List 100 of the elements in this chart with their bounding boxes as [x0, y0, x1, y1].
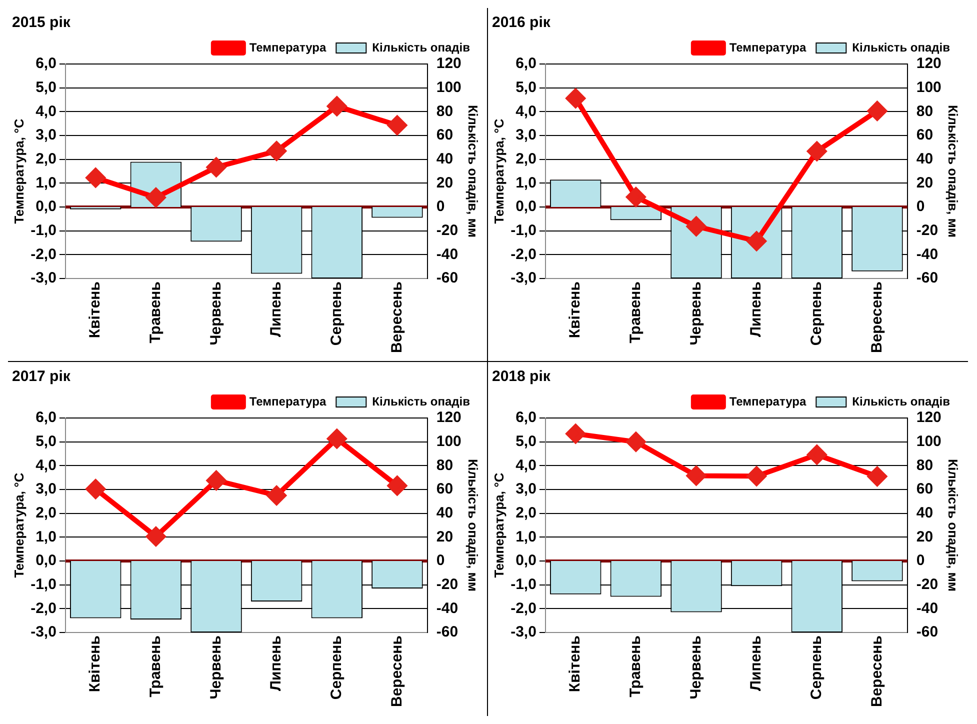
y2-tick-label: -60 [436, 270, 458, 287]
y-tick-label: 1,0 [516, 528, 536, 546]
y2-tick-label: 120 [916, 409, 942, 426]
y-axis-title: Температура, °C [491, 118, 506, 224]
x-tick-label: Липень [748, 636, 765, 691]
y-tick-label: -3,0 [30, 270, 56, 287]
y2-tick-label: 120 [436, 55, 462, 72]
x-tick-label: Серпень [808, 282, 826, 346]
y2-tick-label: 120 [916, 55, 942, 72]
y2-tick-label: -20 [436, 576, 458, 594]
x-tick-label: Квітень [86, 282, 104, 338]
x-tick-label: Травень [147, 636, 164, 698]
y-axis-title: Температура, °C [11, 118, 26, 224]
legend-label: Кількість опадів [372, 40, 470, 54]
legend-label: Кількість опадів [372, 394, 470, 408]
y-tick-label: 5,0 [36, 432, 56, 450]
y-axis-title: Температура, °C [11, 472, 26, 578]
y-axis-title: Температура, °C [491, 472, 506, 578]
y-tick-label: 1,0 [36, 528, 56, 546]
x-tick-label: Липень [748, 282, 765, 337]
x-tick-label: Травень [627, 282, 644, 344]
y2-tick-label: 0 [916, 552, 925, 570]
y2-tick-label: 20 [916, 528, 934, 546]
y2-tick-label: -20 [916, 576, 938, 594]
y-tick-label: 6,0 [36, 409, 56, 426]
y-tick-label: 5,0 [36, 78, 56, 96]
y-tick-label: -1,0 [510, 222, 536, 240]
y2-tick-label: 20 [436, 528, 454, 546]
y-tick-label: -2,0 [510, 600, 536, 617]
y-tick-label: 0,0 [36, 552, 56, 570]
y-tick-label: 5,0 [516, 432, 536, 450]
x-tick-label: Квітень [566, 636, 584, 692]
legend-label: Кількість опадів [852, 40, 950, 54]
y2-tick-label: -40 [436, 600, 458, 617]
x-tick-label: Квітень [566, 282, 584, 338]
y2-tick-label: -40 [916, 600, 938, 617]
y-tick-label: 3,0 [516, 126, 536, 144]
y-tick-label: 1,0 [516, 174, 536, 192]
y2-tick-label: 0 [436, 198, 445, 216]
y2-tick-label: 60 [916, 126, 934, 144]
x-tick-label: Червень [687, 282, 704, 346]
y2-tick-label: -20 [916, 222, 938, 240]
y-tick-label: 5,0 [516, 78, 536, 96]
legend-label: Температура [249, 394, 326, 408]
y2-tick-label: 100 [916, 432, 942, 450]
y-tick-label: 0,0 [36, 198, 56, 216]
y-tick-label: 0,0 [516, 552, 536, 570]
y2-axis-title: Кількість опадів, мм [946, 105, 961, 238]
y2-tick-label: -60 [916, 270, 938, 287]
y-tick-label: 3,0 [36, 480, 56, 498]
y-tick-label: -3,0 [510, 270, 536, 287]
y2-tick-label: 40 [436, 150, 454, 168]
chart-title: 2018 рік [492, 368, 551, 386]
x-tick-label: Червень [687, 636, 704, 700]
y-tick-label: -2,0 [510, 246, 536, 263]
y2-tick-label: 40 [916, 150, 934, 168]
x-tick-label: Травень [627, 636, 644, 698]
chart-title: 2015 рік [12, 14, 71, 32]
y-tick-label: -2,0 [30, 600, 56, 617]
y2-tick-label: 20 [916, 174, 934, 192]
y-tick-label: 4,0 [36, 102, 56, 120]
y-tick-label: 4,0 [516, 456, 536, 474]
x-tick-label: Липень [268, 282, 285, 337]
y2-tick-label: 0 [916, 198, 925, 216]
y-tick-label: -1,0 [30, 576, 56, 594]
x-tick-label: Вересень [388, 636, 406, 708]
x-tick-label: Серпень [808, 636, 826, 700]
legend-label: Температура [249, 40, 326, 54]
y2-tick-label: 60 [436, 480, 454, 498]
y-tick-label: -3,0 [510, 624, 536, 641]
x-tick-label: Серпень [328, 282, 346, 346]
y-tick-label: 3,0 [36, 126, 56, 144]
y-tick-label: 6,0 [516, 55, 536, 72]
chart-title: 2016 рік [492, 14, 551, 32]
y2-tick-label: 20 [436, 174, 454, 192]
y2-tick-label: 80 [436, 456, 454, 474]
y2-tick-label: 100 [436, 78, 462, 96]
x-tick-label: Червень [207, 636, 224, 700]
y-tick-label: 4,0 [36, 456, 56, 474]
legend-label: Температура [729, 40, 806, 54]
y2-tick-label: 40 [916, 504, 934, 522]
x-tick-label: Червень [207, 282, 224, 346]
y-tick-label: 2,0 [36, 150, 56, 168]
y-tick-label: -2,0 [30, 246, 56, 263]
x-tick-label: Травень [147, 282, 164, 344]
x-tick-label: Липень [268, 636, 285, 691]
y2-tick-label: -60 [436, 624, 458, 641]
y-tick-label: 4,0 [516, 102, 536, 120]
y2-tick-label: 0 [436, 552, 445, 570]
y-tick-label: -1,0 [30, 222, 56, 240]
y2-tick-label: -40 [436, 246, 458, 263]
y-tick-label: 2,0 [36, 504, 56, 522]
y2-tick-label: 120 [436, 409, 462, 426]
y2-tick-label: 60 [436, 126, 454, 144]
y2-tick-label: 40 [436, 504, 454, 522]
y-tick-label: 2,0 [516, 504, 536, 522]
y-tick-label: -3,0 [30, 624, 56, 641]
y2-axis-title: Кількість опадів, мм [466, 459, 481, 592]
y2-tick-label: 100 [436, 432, 462, 450]
y2-tick-label: -40 [916, 246, 938, 263]
